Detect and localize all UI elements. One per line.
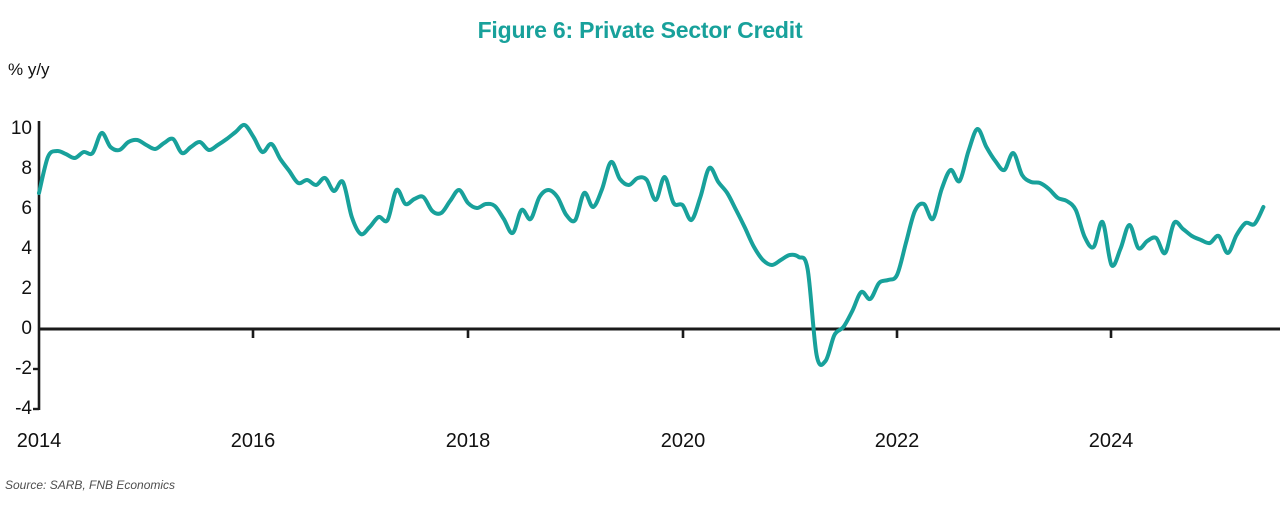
y-tick-label: -4 <box>15 398 32 419</box>
x-tick-label: 2024 <box>1088 430 1134 452</box>
x-tick-label: 2016 <box>230 430 276 452</box>
y-tick-label: 10 <box>10 118 32 139</box>
y-axis-unit-label: % y/y <box>8 60 50 79</box>
y-tick-label: 6 <box>21 198 32 219</box>
chart-title: Figure 6: Private Sector Credit <box>477 17 803 43</box>
x-tick-label: 2018 <box>445 430 491 452</box>
y-axis-ticks <box>33 367 39 411</box>
x-tick-label: 2014 <box>16 430 62 452</box>
credit-line-series <box>37 122 1266 367</box>
y-tick-label: 2 <box>21 278 32 299</box>
source-note: Source: SARB, FNB Economics <box>5 478 176 492</box>
y-tick-label: 0 <box>21 318 32 339</box>
x-tick-label: 2022 <box>874 430 920 452</box>
y-tick-label: -2 <box>15 358 32 379</box>
y-tick-label: 4 <box>21 238 32 259</box>
x-tick-label: 2020 <box>660 430 706 452</box>
x-axis-ticks <box>251 329 1113 338</box>
y-tick-label: 8 <box>21 158 32 179</box>
